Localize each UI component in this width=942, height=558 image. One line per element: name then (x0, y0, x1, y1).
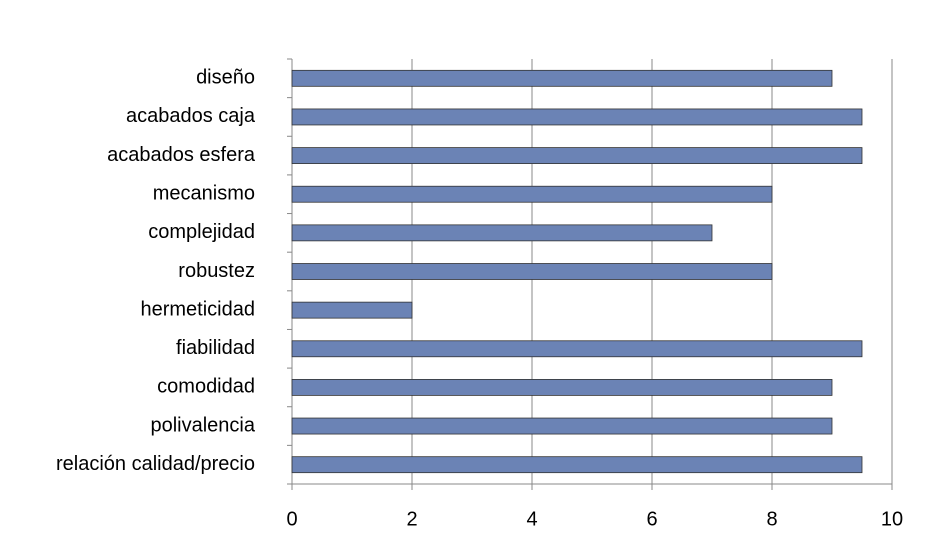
y-tick-label: complejidad (148, 221, 255, 243)
x-tick-label: 8 (766, 508, 777, 530)
x-tick-label: 0 (286, 508, 297, 530)
bar (291, 185, 773, 203)
y-tick-label: polivalencia (150, 414, 255, 436)
bar (291, 340, 863, 358)
bar (291, 69, 833, 87)
y-tick-label: hermeticidad (140, 298, 255, 320)
bar (291, 147, 863, 164)
y-tick-label: comodidad (157, 376, 255, 398)
bar (291, 263, 773, 280)
x-tick-label: 4 (526, 508, 537, 530)
x-tick-label: 10 (881, 508, 903, 530)
y-tick-label: mecanismo (153, 183, 255, 205)
x-tick-label: 6 (646, 508, 657, 530)
bar (291, 456, 863, 474)
bar (291, 379, 833, 396)
bar (291, 224, 713, 242)
y-tick-label: relación calidad/precio (56, 453, 255, 475)
bar (291, 301, 413, 319)
y-tick-label: acabados caja (126, 105, 256, 127)
y-tick-label: robustez (178, 260, 255, 282)
y-tick-label: diseño (196, 67, 255, 89)
x-tick-label: 2 (406, 508, 417, 530)
y-tick-label: acabados esfera (107, 144, 256, 166)
bar (291, 108, 863, 126)
y-tick-label: fiabilidad (176, 337, 255, 359)
bar (291, 417, 833, 435)
